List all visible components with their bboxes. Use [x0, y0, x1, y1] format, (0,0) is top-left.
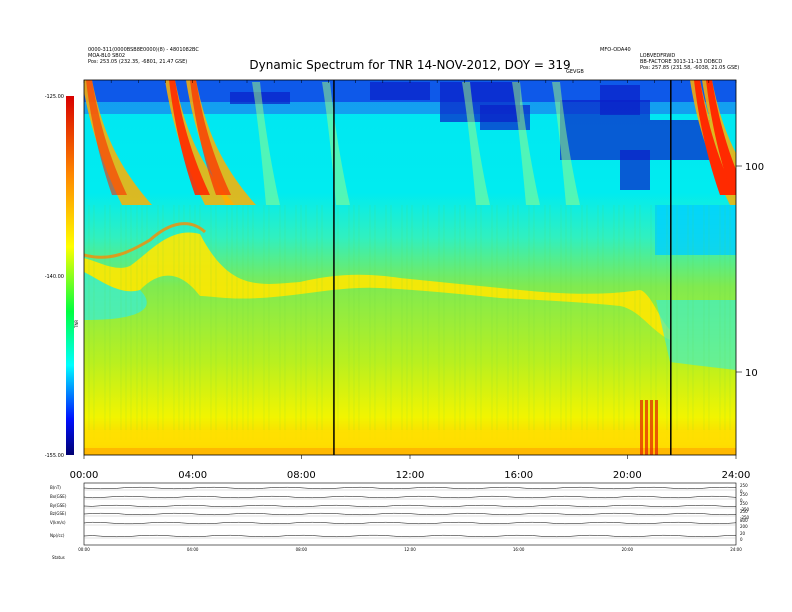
- lower-panel-tick-top: 800: [740, 518, 748, 523]
- burst-core: [169, 80, 210, 195]
- header-left: 0000-311(0000BSB8E0000)(8) - 4801082BC M…: [88, 47, 199, 65]
- lower-x-tick-label: 24:00: [730, 547, 742, 552]
- plasma-ridge: [84, 232, 670, 340]
- colorbar-ticks: -125.00 -140.00 -155.00: [45, 94, 64, 459]
- y-right-tick-label: 10: [745, 368, 758, 379]
- lower-panel-tick-top: 20: [740, 531, 746, 536]
- lower-x-tick-label: 08:00: [296, 547, 308, 552]
- header-mid: GEVGB: [566, 69, 584, 75]
- plume: [462, 82, 490, 205]
- chart-title: Dynamic Spectrum for TNR 14-NOV-2012, DO…: [249, 58, 571, 72]
- lower-panel-trace: [83, 495, 737, 499]
- header-right-line-4: Pos: 257.85 (231.58, -6038, 21.05 GSE): [640, 65, 740, 71]
- colorbar-tick-label: -140.00: [45, 274, 64, 280]
- lower-panels-frame: [83, 482, 737, 546]
- lower-panel-trace: [83, 534, 737, 538]
- colorbar-tick-label: -125.00: [45, 94, 64, 100]
- lower-panel-tick-bottom: 0: [740, 537, 743, 542]
- lower-panel-tick-bottom: 0: [740, 489, 743, 494]
- lower-panel-tick-top: 250: [740, 501, 748, 506]
- lower-panel-trace: [83, 486, 737, 490]
- burst-spike: [650, 400, 653, 455]
- burst-spike: [655, 400, 658, 455]
- lower-panel-tick-top: 250: [740, 509, 748, 514]
- colorbar-label: TNR: [74, 320, 79, 329]
- lower-panel-tick-bottom: 200: [740, 524, 748, 529]
- orange-band: [84, 448, 736, 455]
- x-tick-label: 00:00: [70, 470, 99, 481]
- lower-panel-label: Np(/cc): [50, 533, 65, 538]
- lower-panel-trace: [83, 504, 737, 508]
- lower-panel-label: Bz(GSE): [50, 511, 67, 516]
- lower-panel-tick-bottom: -250: [740, 507, 750, 512]
- plume: [552, 82, 580, 205]
- y-axis-right-ticks: 100 10: [736, 162, 764, 379]
- plume: [322, 82, 350, 205]
- burst-spike: [640, 400, 643, 455]
- burst-core: [190, 80, 231, 195]
- lower-x-ticks: 00:00 04:00 08:00 12:00 16:00 20:00 24:00: [78, 547, 742, 552]
- lower-x-tick-label: 00:00: [78, 547, 90, 552]
- lower-x-tick-label: 04:00: [187, 547, 199, 552]
- x-tick-label: 04:00: [178, 470, 207, 481]
- lower-panel-tick-top: 250: [740, 492, 748, 497]
- spectrum-patch: [370, 82, 430, 100]
- y-right-tick-label: 100: [745, 162, 764, 173]
- lower-panel-trace: [83, 512, 737, 516]
- burst-core: [694, 80, 735, 195]
- spectrogram-features: [84, 80, 736, 455]
- spectrum-band-step: [655, 205, 736, 255]
- lower-panel-tick-top: 250: [740, 483, 748, 488]
- spectrogram: [84, 80, 736, 455]
- event-markers: [333, 80, 672, 455]
- lower-panel-label: By(GSE): [50, 503, 67, 508]
- header-left-line-3: Pos: 253.05 (232.35, -6801, 21.47 GSE): [88, 59, 188, 65]
- lower-panel-label: Bx(GSE): [50, 494, 67, 499]
- header-right-line-2: LOBVEDFRWD: [640, 53, 676, 59]
- x-tick-label: 12:00: [396, 470, 425, 481]
- lower-x-tick-label: 20:00: [622, 547, 634, 552]
- plume: [512, 82, 540, 205]
- x-tick-label: 24:00: [722, 470, 751, 481]
- header-right-line-3: BB-FACTORE 3013-11-13 ODBCD: [640, 59, 723, 65]
- plume: [252, 82, 280, 205]
- burst-spike: [645, 400, 648, 455]
- header-right: MFO-ODA40 LOBVEDFRWD BB-FACTORE 3013-11-…: [600, 47, 739, 71]
- footer-label: Status: [52, 555, 65, 560]
- burst-core: [86, 80, 127, 195]
- plasma-ridge-edge: [84, 222, 207, 259]
- lower-panel-tick-bottom: -250: [740, 515, 750, 520]
- cyan-region: [84, 272, 147, 320]
- lower-panel-trace: [83, 521, 737, 525]
- colorbar: [66, 96, 74, 455]
- spectrum-patch: [650, 120, 710, 160]
- spectrum-patch: [600, 85, 640, 115]
- x-tick-label: 16:00: [504, 470, 533, 481]
- spectrum-patch: [620, 150, 650, 190]
- x-axis-ticks: 00:00 04:00 08:00 12:00 16:00 20:00 24:00: [70, 80, 751, 481]
- header-left-line-2: MOA-BL0 SB02: [88, 53, 126, 59]
- lower-panel-label: B(nT): [50, 485, 61, 490]
- lower-x-tick-label: 12:00: [404, 547, 416, 552]
- colorbar-tick-label: -155.00: [45, 453, 64, 459]
- header-right-line-1: MFO-ODA40: [600, 47, 631, 53]
- cyan-region-right: [656, 300, 736, 370]
- lower-panel-label: V(km/s): [50, 520, 66, 525]
- burst-core: [706, 80, 736, 195]
- x-tick-label: 08:00: [287, 470, 316, 481]
- header-left-line-1: 0000-311(0000BSB8E0000)(8) - 4801082BC: [88, 47, 199, 53]
- x-tick-label: 20:00: [613, 470, 642, 481]
- lower-panel-tick-bottom: 0: [740, 498, 743, 503]
- lower-x-tick-label: 16:00: [513, 547, 525, 552]
